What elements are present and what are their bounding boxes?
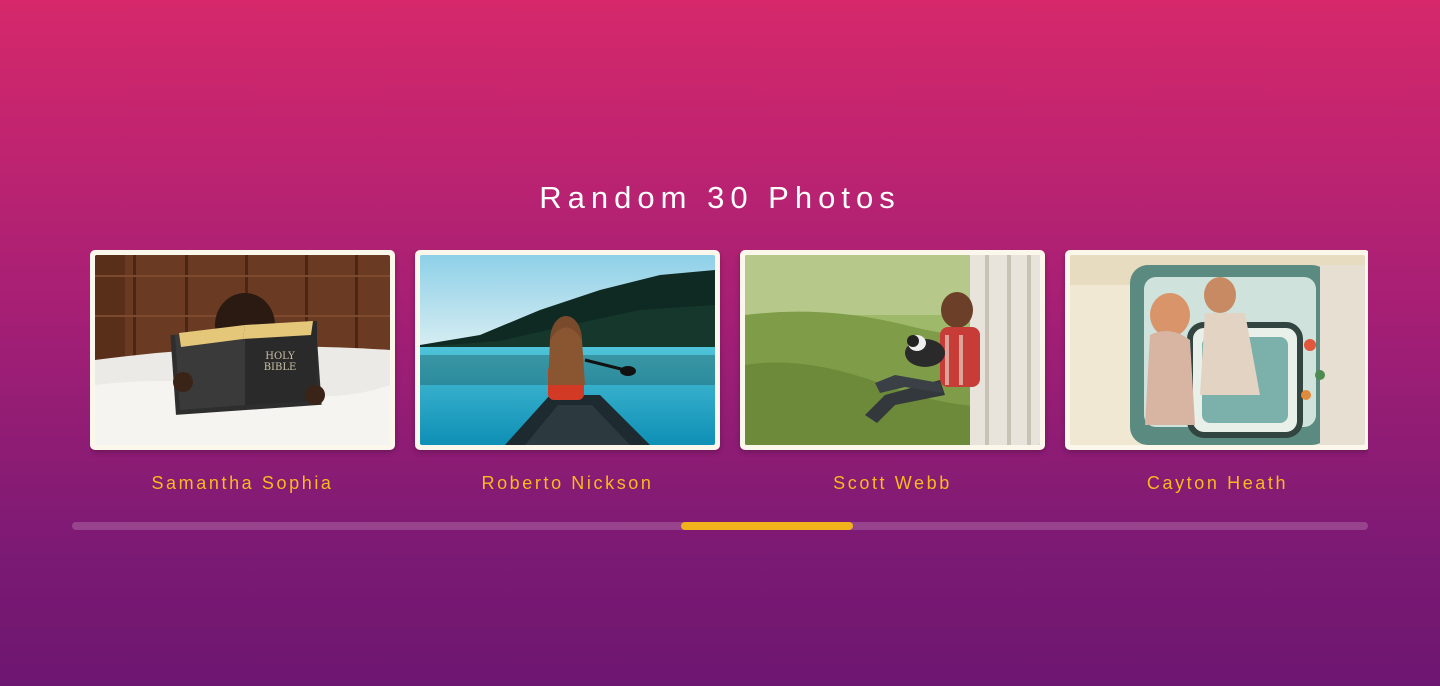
photo-author-name[interactable]: Roberto Nickson: [481, 473, 654, 493]
photo-image[interactable]: [420, 255, 715, 445]
scrollbar-thumb[interactable]: [681, 522, 853, 530]
photo-couple-in-vintage-car: [1070, 255, 1365, 445]
page-title: Random 30 Photos: [539, 180, 901, 215]
gallery-scrollbar[interactable]: [72, 522, 1368, 530]
photo-frame[interactable]: HOLY BIBLE: [90, 250, 395, 450]
photo-image[interactable]: HOLY BIBLE: [95, 255, 390, 445]
photo-image[interactable]: [1070, 255, 1365, 445]
book-title-line-1: HOLY: [265, 351, 295, 362]
photo-card[interactable]: Scott Webb: [740, 250, 1045, 494]
photo-card[interactable]: Cayton Heath: [1065, 250, 1368, 494]
photo-image[interactable]: [745, 255, 1040, 445]
photo-card[interactable]: HOLY BIBLE Samantha Sophia: [90, 250, 395, 494]
photo-author-name[interactable]: Samantha Sophia: [151, 473, 334, 493]
photo-gallery[interactable]: HOLY BIBLE Samantha Sophia: [90, 250, 1368, 500]
photo-author-name[interactable]: Cayton Heath: [1146, 473, 1289, 493]
photo-card[interactable]: Roberto Nickson: [415, 250, 720, 494]
book-title-line-2: BIBLE: [264, 362, 297, 373]
photo-man-and-dog-in-grass: [745, 255, 1040, 445]
photo-author-name[interactable]: Scott Webb: [833, 473, 952, 493]
photo-child-reading-bible: HOLY BIBLE: [95, 255, 390, 445]
photo-woman-in-canoe: [420, 255, 715, 445]
photo-frame[interactable]: [415, 250, 720, 450]
photo-frame[interactable]: [1065, 250, 1368, 450]
photo-frame[interactable]: [740, 250, 1045, 450]
